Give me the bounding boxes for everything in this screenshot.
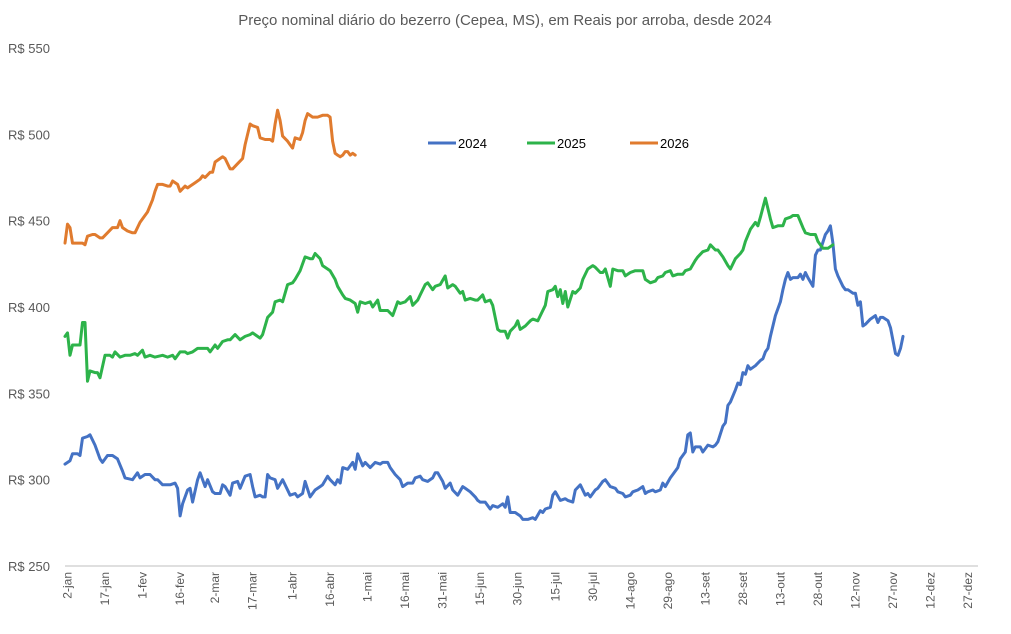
y-tick-label: R$ 350 xyxy=(8,386,50,401)
y-tick-label: R$ 450 xyxy=(8,214,50,229)
series-line-2025 xyxy=(63,196,835,383)
x-tick-label: 16-fev xyxy=(173,572,187,605)
x-tick-label: 27-dez xyxy=(961,572,975,609)
x-tick-label: 31-mai xyxy=(436,572,450,609)
x-tick-label: 12-dez xyxy=(923,572,937,609)
x-tick-label: 13-set xyxy=(698,571,712,605)
x-tick-label: 27-nov xyxy=(886,572,900,609)
x-tick-label: 28-out xyxy=(811,571,825,606)
series-line-2024 xyxy=(63,224,905,521)
x-tick-label: 30-jun xyxy=(511,572,525,605)
x-tick-label: 13-out xyxy=(773,571,787,606)
y-tick-label: R$ 400 xyxy=(8,300,50,315)
x-tick-label: 1-abr xyxy=(286,572,300,600)
y-tick-label: R$ 300 xyxy=(8,473,50,488)
x-tick-label: 15-jul xyxy=(548,572,562,601)
y-tick-label: R$ 500 xyxy=(8,127,50,142)
x-tick-label: 16-abr xyxy=(323,572,337,607)
x-tick-label: 2-mar xyxy=(208,572,222,603)
legend: 2024 2025 2026 xyxy=(428,136,689,151)
y-tick-label: R$ 250 xyxy=(8,559,50,574)
y-tick-label: R$ 550 xyxy=(8,41,50,56)
x-tick-label: 12-nov xyxy=(848,572,862,609)
series-line-2026 xyxy=(63,108,357,247)
legend-label: 2025 xyxy=(557,136,586,151)
x-tick-label: 14-ago xyxy=(623,572,637,610)
x-tick-label: 2-jan xyxy=(61,572,75,599)
chart-title: Preço nominal diário do bezerro (Cepea, … xyxy=(238,12,772,29)
legend-label: 2024 xyxy=(458,136,487,151)
x-tick-label: 17-jan xyxy=(98,572,112,605)
x-tick-label: 16-mai xyxy=(398,572,412,609)
x-tick-label: 15-jun xyxy=(473,572,487,605)
x-axis: 2-jan 17-jan 1-fev 16-fev 2-mar 17-mar 1-abr 16… xyxy=(61,565,978,610)
legend-label: 2026 xyxy=(660,136,689,151)
x-tick-label: 29-ago xyxy=(661,572,675,610)
x-tick-label: 17-mar xyxy=(246,572,260,610)
x-tick-label: 1-mai xyxy=(361,572,375,602)
y-axis: R$ 250 R$ 300 R$ 350 R$ 400 R$ 450 R$ 500 R$ 5… xyxy=(8,41,50,574)
x-tick-label: 28-set xyxy=(736,571,750,605)
x-tick-label: 1-fev xyxy=(136,572,150,599)
series-lines xyxy=(63,108,905,521)
x-tick-label: 30-jul xyxy=(586,572,600,601)
